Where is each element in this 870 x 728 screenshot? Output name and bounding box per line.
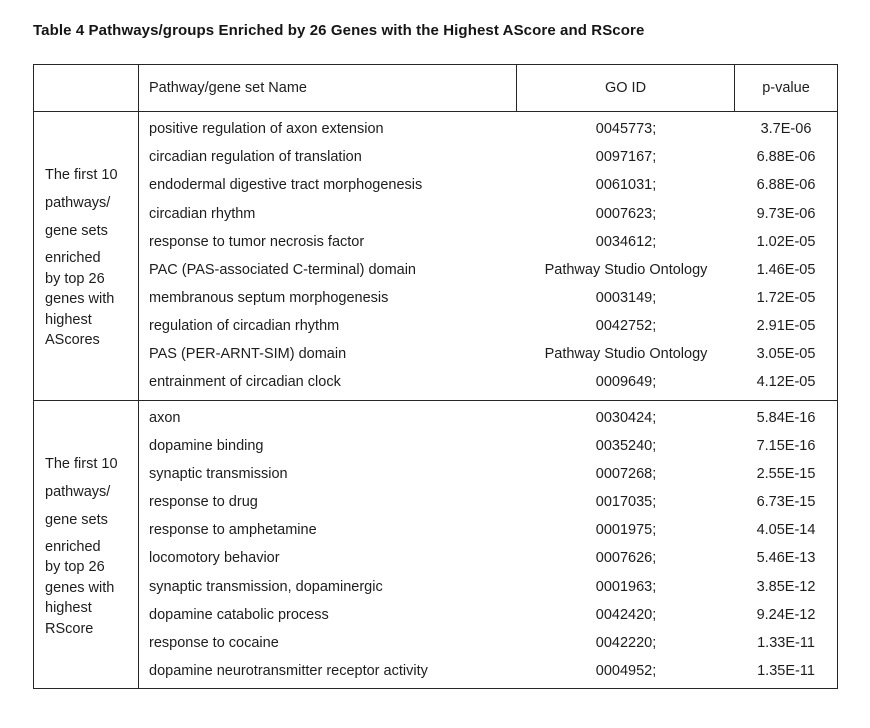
group-ascore-label-cell: The first 10 pathways/ gene sets enriche… xyxy=(34,112,139,400)
table-row: PAC (PAS-associated C-terminal) domain P… xyxy=(139,256,837,284)
pathway-name-cell: entrainment of circadian clock xyxy=(149,374,341,391)
table-row: dopamine catabolic process 0042420; 9.24… xyxy=(139,601,837,629)
go-id-cell: 0030424; xyxy=(595,409,657,426)
table-row: response to amphetamine 0001975; 4.05E-1… xyxy=(139,516,837,544)
pathway-name-cell: response to tumor necrosis factor xyxy=(149,233,365,250)
group-rscore-label-cell: The first 10 pathways/ gene sets enriche… xyxy=(34,400,139,688)
p-value-cell: 1.46E-05 xyxy=(756,261,816,278)
p-value-cell: 9.24E-12 xyxy=(756,606,816,623)
p-value-cell: 5.46E-13 xyxy=(756,550,816,567)
go-id-cell: 0001963; xyxy=(595,578,657,595)
p-value-cell: 1.02E-05 xyxy=(756,233,816,250)
pathway-name-cell: endodermal digestive tract morphogenesis xyxy=(149,177,423,194)
go-id-cell: 0001975; xyxy=(595,522,657,539)
table-row: endodermal digestive tract morphogenesis… xyxy=(139,171,837,199)
table-row: dopamine binding 0035240; 7.15E-16 xyxy=(139,432,837,460)
pathway-name-cell: axon xyxy=(149,409,181,426)
table-row: locomotory behavior 0007626; 5.46E-13 xyxy=(139,544,837,572)
pathway-name-cell: synaptic transmission xyxy=(149,465,288,482)
go-id-cell: 0097167; xyxy=(595,149,657,166)
group-label-text: The first 10 pathways/ gene sets xyxy=(45,167,118,239)
table-row: response to drug 0017035; 6.73E-15 xyxy=(139,488,837,516)
go-id-cell: 0035240; xyxy=(595,437,657,454)
p-value-cell: 1.35E-11 xyxy=(757,662,815,679)
table-row: positive regulation of axon extension 00… xyxy=(139,115,837,143)
table-row: response to cocaine 0042220; 1.33E-11 xyxy=(139,629,837,657)
pathway-name-cell: membranous septum morphogenesis xyxy=(149,290,389,307)
pathway-name-cell: synaptic transmission, dopaminergic xyxy=(149,578,383,595)
group-label-text: enriched by top 26 genes with highest RS… xyxy=(45,538,115,637)
group-label-text: enriched by top 26 genes with highest AS… xyxy=(45,250,115,348)
group-rscore: The first 10 pathways/ gene sets enriche… xyxy=(34,400,837,689)
header-cell-row-label xyxy=(34,65,139,111)
p-value-cell: 2.55E-15 xyxy=(756,465,816,482)
p-value-cell: 2.91E-05 xyxy=(756,318,816,335)
p-value-cell: 9.73E-06 xyxy=(756,205,816,222)
p-value-cell: 4.12E-05 xyxy=(756,374,816,391)
pathways-table: Pathway/gene set Name GO ID p-value The … xyxy=(33,64,838,689)
table-row: synaptic transmission, dopaminergic 0001… xyxy=(139,572,837,600)
table-row: membranous septum morphogenesis 0003149;… xyxy=(139,284,837,312)
p-value-cell: 7.15E-16 xyxy=(756,437,816,454)
pathway-name-cell: circadian regulation of translation xyxy=(149,149,362,166)
table-row: entrainment of circadian clock 0009649; … xyxy=(139,368,837,396)
go-id-cell: 0061031; xyxy=(595,177,657,194)
p-value-cell: 6.88E-06 xyxy=(756,149,816,166)
header-cell-pathway-name: Pathway/gene set Name xyxy=(139,65,517,111)
go-id-cell: Pathway Studio Ontology xyxy=(544,261,708,278)
go-id-cell: 0042420; xyxy=(595,606,657,623)
p-value-cell: 1.33E-11 xyxy=(757,634,815,651)
header-cell-go-id: GO ID xyxy=(517,65,735,111)
pathway-name-cell: PAS (PER-ARNT-SIM) domain xyxy=(149,346,347,363)
table-row: PAS (PER-ARNT-SIM) domain Pathway Studio… xyxy=(139,340,837,368)
table-row: circadian rhythm 0007623; 9.73E-06 xyxy=(139,199,837,227)
table-row: dopamine neurotransmitter receptor activ… xyxy=(139,657,837,685)
p-value-cell: 1.72E-05 xyxy=(756,290,816,307)
go-id-cell: 0042752; xyxy=(595,318,657,335)
pathway-name-cell: response to drug xyxy=(149,494,258,511)
table-header-row: Pathway/gene set Name GO ID p-value xyxy=(34,65,837,112)
go-id-cell: 0009649; xyxy=(595,374,657,391)
go-id-cell: Pathway Studio Ontology xyxy=(544,346,708,363)
table-caption: Table 4 Pathways/groups Enriched by 26 G… xyxy=(33,22,645,39)
pathway-name-cell: response to amphetamine xyxy=(149,522,317,539)
pathway-name-cell: dopamine catabolic process xyxy=(149,606,329,623)
table-row: regulation of circadian rhythm 0042752; … xyxy=(139,312,837,340)
table-row: response to tumor necrosis factor 003461… xyxy=(139,228,837,256)
go-id-cell: 0007268; xyxy=(595,465,657,482)
header-cell-p-value: p-value xyxy=(762,80,810,96)
pathway-name-cell: positive regulation of axon extension xyxy=(149,121,384,138)
table-row: circadian regulation of translation 0097… xyxy=(139,143,837,171)
go-id-cell: 0007626; xyxy=(595,550,657,567)
go-id-cell: 0045773; xyxy=(595,121,657,138)
go-id-cell: 0007623; xyxy=(595,205,657,222)
group-rscore-rows: axon 0030424; 5.84E-16 dopamine binding … xyxy=(139,401,837,689)
pathway-name-cell: dopamine binding xyxy=(149,437,264,454)
go-id-cell: 0004952; xyxy=(595,662,657,679)
go-id-cell: 0034612; xyxy=(595,233,657,250)
group-ascore: The first 10 pathways/ gene sets enriche… xyxy=(34,112,837,401)
go-id-cell: 0017035; xyxy=(595,494,657,511)
p-value-cell: 6.88E-06 xyxy=(756,177,816,194)
pathway-name-cell: response to cocaine xyxy=(149,634,279,651)
group-ascore-rows: positive regulation of axon extension 00… xyxy=(139,112,837,400)
pathway-name-cell: circadian rhythm xyxy=(149,205,256,222)
p-value-cell: 3.85E-12 xyxy=(756,578,816,595)
pathway-name-cell: PAC (PAS-associated C-terminal) domain xyxy=(149,261,416,278)
p-value-cell: 5.84E-16 xyxy=(756,409,816,426)
table-row: axon 0030424; 5.84E-16 xyxy=(139,404,837,432)
p-value-cell: 6.73E-15 xyxy=(756,494,816,511)
pathway-name-cell: locomotory behavior xyxy=(149,550,280,567)
table-row: synaptic transmission 0007268; 2.55E-15 xyxy=(139,460,837,488)
p-value-cell: 3.05E-05 xyxy=(756,346,816,363)
pathway-name-cell: regulation of circadian rhythm xyxy=(149,318,340,335)
go-id-cell: 0042220; xyxy=(595,634,657,651)
p-value-cell: 4.05E-14 xyxy=(756,522,816,539)
group-label-text: The first 10 pathways/ gene sets xyxy=(45,455,118,528)
go-id-cell: 0003149; xyxy=(595,290,657,307)
p-value-cell: 3.7E-06 xyxy=(760,121,812,138)
pathway-name-cell: dopamine neurotransmitter receptor activ… xyxy=(149,662,428,679)
